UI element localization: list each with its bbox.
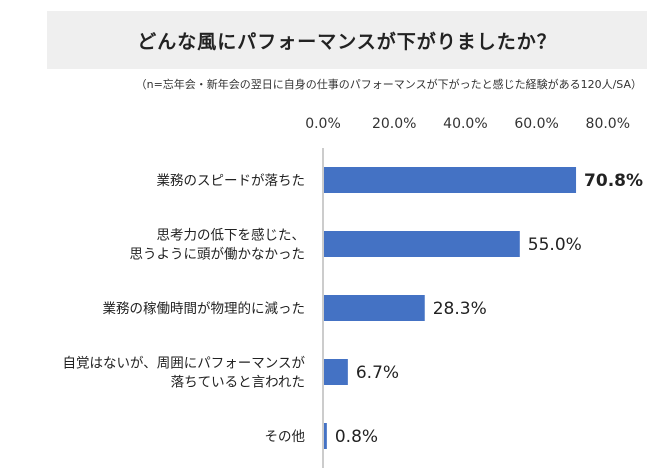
x-tick-label: 60.0% xyxy=(514,116,558,132)
data-label: 0.8% xyxy=(335,427,378,447)
data-label: 55.0% xyxy=(528,235,582,255)
category-label: 業務のスピードが落ちた xyxy=(157,173,306,189)
category-label: その他 xyxy=(265,429,306,445)
category-label: 落ちていると言われた xyxy=(171,375,305,391)
category-label: 思うように頭が働かなかった xyxy=(130,247,306,263)
data-label: 28.3% xyxy=(433,299,487,319)
title-band: どんな風にパフォーマンスが下がりましたか？ xyxy=(47,11,647,69)
category-label: 思考力の低下を感じた、 xyxy=(157,227,306,244)
x-tick-label: 0.0% xyxy=(305,116,341,132)
category-label: 自覚はないが、周囲にパフォーマンスが xyxy=(63,356,306,372)
bar xyxy=(324,295,425,321)
bar xyxy=(324,423,327,449)
data-label: 70.8% xyxy=(584,171,643,191)
category-label: 業務の稼働時間が物理的に減った xyxy=(103,300,306,317)
bar xyxy=(324,359,348,385)
data-label: 6.7% xyxy=(356,363,399,383)
chart-title: どんな風にパフォーマンスが下がりましたか？ xyxy=(137,30,557,53)
bar xyxy=(324,231,520,257)
bar xyxy=(324,167,577,193)
x-tick-label: 40.0% xyxy=(443,116,487,132)
chart-subtitle: （n=忘年会・新年会の翌日に自身の仕事のパフォーマンスが下がったと感じた経験があ… xyxy=(135,78,642,91)
x-tick-label: 20.0% xyxy=(372,116,416,132)
x-tick-label: 80.0% xyxy=(586,116,630,132)
